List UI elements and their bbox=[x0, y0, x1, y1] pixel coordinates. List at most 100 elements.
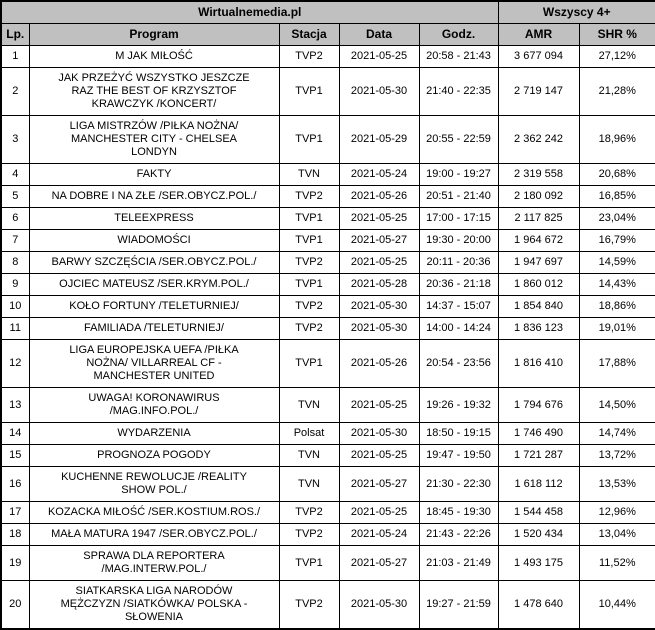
cell-stacja: TVP1 bbox=[278, 67, 340, 116]
cell-stacja: TVP1 bbox=[278, 207, 340, 230]
cell-shr: 20,68% bbox=[578, 163, 655, 186]
cell-stacja: TVP1 bbox=[278, 229, 340, 252]
table-row: 9 OJCIEC MATEUSZ /SER.KRYM.POL./TVP1 2021-… bbox=[0, 273, 655, 296]
cell-stacja: Polsat bbox=[278, 422, 340, 445]
cell-shr: 14,43% bbox=[578, 273, 655, 296]
cell-data: 2021-05-26 bbox=[338, 185, 420, 208]
cell-amr: 2 319 558 bbox=[497, 163, 580, 186]
cell-program: UWAGA! KORONAWIRUS /MAG.INFO.POL./ bbox=[28, 387, 280, 423]
table-row: 6 TELEEXPRESS TVP1 2021-05-25 17:00 - 17:15 2… bbox=[0, 207, 655, 230]
cell-shr: 17,88% bbox=[578, 339, 655, 388]
cell-data: 2021-05-25 bbox=[338, 387, 420, 423]
column-header-shr: SHR % bbox=[578, 23, 655, 46]
cell-stacja: TVP2 bbox=[278, 45, 340, 68]
cell-lp: 15 bbox=[0, 444, 30, 467]
cell-program: FAKTY bbox=[28, 163, 280, 186]
cell-data: 2021-05-30 bbox=[338, 580, 420, 630]
cell-stacja: TVN bbox=[278, 163, 340, 186]
cell-godz: 21:03 - 21:49 bbox=[418, 545, 499, 581]
cell-godz: 21:43 - 22:26 bbox=[418, 523, 499, 546]
cell-amr: 1 746 490 bbox=[497, 422, 580, 445]
cell-shr: 19,01% bbox=[578, 317, 655, 340]
cell-amr: 2 180 092 bbox=[497, 185, 580, 208]
cell-godz: 19:27 - 21:59 bbox=[418, 580, 499, 630]
cell-godz: 18:45 - 19:30 bbox=[418, 501, 499, 524]
cell-lp: 2 bbox=[0, 67, 30, 116]
cell-amr: 1 520 434 bbox=[497, 523, 580, 546]
cell-lp: 8 bbox=[0, 251, 30, 274]
cell-data: 2021-05-30 bbox=[338, 422, 420, 445]
cell-program: WIADOMOŚCI bbox=[28, 229, 280, 252]
table-row: 3 LIGA MISTRZÓW /PIŁKA NOŻNA/ MANCHESTER … bbox=[0, 115, 655, 164]
table-row: 19 SPRAWA DLA REPORTERA /MAG.INTERW.POL./… bbox=[0, 545, 655, 581]
cell-program: KOŁO FORTUNY /TELETURNIEJ/ bbox=[28, 295, 280, 318]
cell-shr: 13,04% bbox=[578, 523, 655, 546]
cell-amr: 1 478 640 bbox=[497, 580, 580, 630]
cell-amr: 1 816 410 bbox=[497, 339, 580, 388]
cell-shr: 18,96% bbox=[578, 115, 655, 164]
column-header-stacja: Stacja bbox=[278, 23, 340, 46]
cell-lp: 13 bbox=[0, 387, 30, 423]
cell-lp: 3 bbox=[0, 115, 30, 164]
cell-godz: 20:55 - 22:59 bbox=[418, 115, 499, 164]
cell-godz: 20:54 - 23:56 bbox=[418, 339, 499, 388]
cell-lp: 10 bbox=[0, 295, 30, 318]
cell-program: FAMILIADA /TELETURNIEJ/ bbox=[28, 317, 280, 340]
cell-program: JAK PRZEŻYĆ WSZYSTKO JESZCZE RAZ THE BES… bbox=[28, 67, 280, 116]
cell-stacja: TVP1 bbox=[278, 339, 340, 388]
cell-amr: 1 493 175 bbox=[497, 545, 580, 581]
cell-amr: 1 544 458 bbox=[497, 501, 580, 524]
cell-godz: 20:36 - 21:18 bbox=[418, 273, 499, 296]
cell-shr: 12,96% bbox=[578, 501, 655, 524]
cell-stacja: TVP2 bbox=[278, 580, 340, 630]
cell-godz: 19:30 - 20:00 bbox=[418, 229, 499, 252]
cell-lp: 1 bbox=[0, 45, 30, 68]
cell-shr: 14,74% bbox=[578, 422, 655, 445]
cell-data: 2021-05-27 bbox=[338, 545, 420, 581]
table-row: 14 WYDARZENIA Polsat 2021-05-30 18:50 - 19:1… bbox=[0, 422, 655, 445]
cell-data: 2021-05-25 bbox=[338, 251, 420, 274]
cell-godz: 20:51 - 21:40 bbox=[418, 185, 499, 208]
column-header-godz: Godz. bbox=[418, 23, 499, 46]
cell-lp: 14 bbox=[0, 422, 30, 445]
cell-amr: 1 836 123 bbox=[497, 317, 580, 340]
cell-program: TELEEXPRESS bbox=[28, 207, 280, 230]
brand-title: Wirtualnemedia.pl bbox=[0, 0, 499, 24]
cell-data: 2021-05-25 bbox=[338, 501, 420, 524]
cell-program: MAŁA MATURA 1947 /SER.OBYCZ.POL./ bbox=[28, 523, 280, 546]
cell-amr: 1 721 287 bbox=[497, 444, 580, 467]
cell-godz: 21:40 - 22:35 bbox=[418, 67, 499, 116]
cell-lp: 4 bbox=[0, 163, 30, 186]
cell-amr: 2 117 825 bbox=[497, 207, 580, 230]
cell-program: M JAK MIŁOŚĆ bbox=[28, 45, 280, 68]
cell-data: 2021-05-25 bbox=[338, 45, 420, 68]
cell-shr: 23,04% bbox=[578, 207, 655, 230]
cell-program: LIGA EUROPEJSKA UEFA /PIŁKA NOŻNA/ VILLA… bbox=[28, 339, 280, 388]
cell-program: NA DOBRE I NA ZŁE /SER.OBYCZ.POL./ bbox=[28, 185, 280, 208]
column-header-program: Program bbox=[28, 23, 280, 46]
cell-lp: 19 bbox=[0, 545, 30, 581]
table-row: 18 MAŁA MATURA 1947 /SER.OBYCZ.POL./TVP2 2… bbox=[0, 523, 655, 546]
cell-program: KOZACKA MIŁOŚĆ /SER.KOSTIUM.ROS./ bbox=[28, 501, 280, 524]
cell-amr: 2 719 147 bbox=[497, 67, 580, 116]
cell-program: LIGA MISTRZÓW /PIŁKA NOŻNA/ MANCHESTER C… bbox=[28, 115, 280, 164]
cell-stacja: TVP2 bbox=[278, 295, 340, 318]
column-header-amr: AMR bbox=[497, 23, 580, 46]
cell-amr: 1 618 112 bbox=[497, 466, 580, 502]
cell-godz: 17:00 - 17:15 bbox=[418, 207, 499, 230]
cell-stacja: TVP2 bbox=[278, 523, 340, 546]
cell-godz: 19:26 - 19:32 bbox=[418, 387, 499, 423]
cell-data: 2021-05-25 bbox=[338, 444, 420, 467]
table-row: 2 JAK PRZEŻYĆ WSZYSTKO JESZCZE RAZ THE BE… bbox=[0, 67, 655, 116]
table-row: 15 PROGNOZA POGODY TVN 2021-05-25 19:47 - 19… bbox=[0, 444, 655, 467]
cell-data: 2021-05-25 bbox=[338, 207, 420, 230]
cell-data: 2021-05-27 bbox=[338, 229, 420, 252]
cell-data: 2021-05-30 bbox=[338, 317, 420, 340]
cell-godz: 19:00 - 19:27 bbox=[418, 163, 499, 186]
cell-amr: 3 677 094 bbox=[497, 45, 580, 68]
cell-amr: 1 947 697 bbox=[497, 251, 580, 274]
cell-shr: 27,12% bbox=[578, 45, 655, 68]
cell-shr: 16,79% bbox=[578, 229, 655, 252]
